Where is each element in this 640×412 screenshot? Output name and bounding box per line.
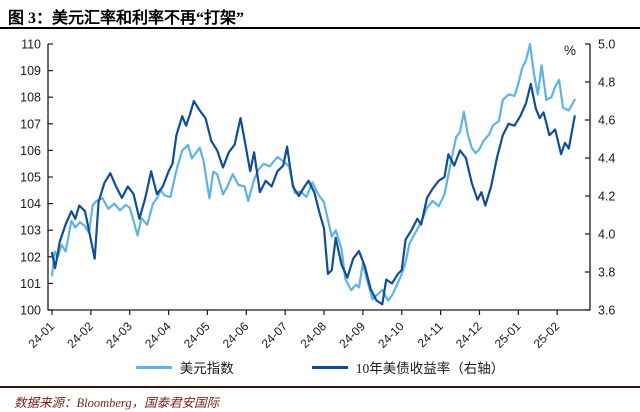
x-axis-tick-label: 24-02 xyxy=(64,319,96,351)
x-axis-tick-label: 24-06 xyxy=(220,319,252,351)
axis-frame xyxy=(47,44,591,311)
x-axis-tick-label: 24-04 xyxy=(142,319,174,351)
footer-divider xyxy=(0,386,640,388)
figure-title: 图 3：美元汇率和利率不再“打架” xyxy=(8,10,245,27)
right-axis-tick-label: 4.4 xyxy=(598,152,615,166)
legend-label-usd-index: 美元指数 xyxy=(179,361,234,376)
x-axis-tick-label: 24-07 xyxy=(259,319,291,351)
left-axis-tick-label: 101 xyxy=(20,277,41,291)
x-axis-tick-label: 25-02 xyxy=(531,319,563,351)
left-axis-tick-label: 103 xyxy=(20,224,41,238)
series-line-usd-index xyxy=(50,42,576,302)
usd-index-line-swatch xyxy=(135,365,172,369)
left-axis-tick-label: 107 xyxy=(20,117,41,131)
left-axis-tick-label: 102 xyxy=(20,250,41,264)
left-axis-tick-label: 105 xyxy=(20,171,41,185)
right-axis-tick-label: 5.0 xyxy=(598,38,615,52)
right-axis-tick-label: 3.8 xyxy=(598,266,615,280)
x-axis-tick-label: 24-05 xyxy=(181,319,213,351)
right-axis-tick-label: 4.0 xyxy=(598,228,615,242)
chart-canvas: 100 101 102 103 104 105 106 107 108 109 110 3.6 3.8 4… xyxy=(20,38,615,351)
left-axis-tick-label: 108 xyxy=(20,91,41,105)
left-axis-tick-label: 106 xyxy=(20,144,41,158)
figure-title-bar: 图 3：美元汇率和利率不再“打架” xyxy=(8,4,632,27)
right-axis-unit-label: % xyxy=(564,43,576,58)
legend-item-10y-yield: 10年美债收益率（右轴） xyxy=(311,357,505,377)
data-source-text: 数据来源：Bloomberg，国泰君安国际 xyxy=(14,396,220,410)
x-axis-tick-label: 24-10 xyxy=(375,319,407,351)
right-axis-tick-label: 4.6 xyxy=(598,114,615,128)
x-axis-tick-label: 24-09 xyxy=(336,319,368,351)
legend-label-10y-yield: 10年美债收益率（右轴） xyxy=(355,361,505,376)
x-axis-tick-label: 24-11 xyxy=(415,319,446,350)
left-axis-tick-label: 104 xyxy=(20,197,41,211)
chart-area: 100 101 102 103 104 105 106 107 108 109 110 3.6 3.8 4… xyxy=(0,30,640,356)
title-divider xyxy=(0,27,640,29)
left-axis-tick-label: 100 xyxy=(20,304,41,318)
chart-legend: 美元指数 10年美债收益率（右轴） xyxy=(0,354,640,380)
left-axis-tick-label: 109 xyxy=(20,64,41,78)
x-axis-tick-label: 24-01 xyxy=(26,319,58,351)
x-axis-tick-label: 24-12 xyxy=(453,319,485,351)
legend-item-usd-index: 美元指数 xyxy=(135,357,234,377)
x-axis-tick-label: 24-08 xyxy=(298,319,330,351)
series-line-10y-yield xyxy=(50,82,576,306)
x-axis-tick-label: 24-03 xyxy=(103,319,135,351)
left-axis-tick-label: 110 xyxy=(21,38,41,52)
right-axis-tick-label: 3.6 xyxy=(598,304,615,318)
right-axis-tick-label: 4.8 xyxy=(598,76,615,90)
right-axis-tick-label: 4.2 xyxy=(598,190,615,204)
x-axis-tick-label: 25-01 xyxy=(492,319,524,351)
10y-yield-line-swatch xyxy=(311,365,348,369)
